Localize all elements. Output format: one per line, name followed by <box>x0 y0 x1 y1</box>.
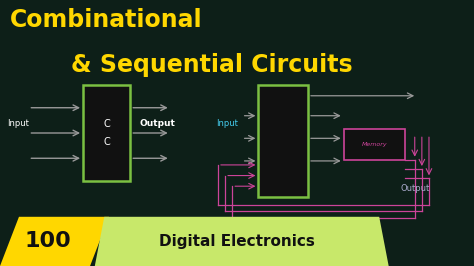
Polygon shape <box>95 217 389 266</box>
Text: Input: Input <box>7 119 29 128</box>
Text: C
C: C C <box>103 119 110 147</box>
Text: Output: Output <box>140 119 176 128</box>
Text: Input: Input <box>216 119 237 128</box>
Text: Output: Output <box>400 184 429 193</box>
Bar <box>83 85 130 181</box>
Polygon shape <box>0 217 109 266</box>
Bar <box>258 85 308 197</box>
Text: Digital Electronics: Digital Electronics <box>159 234 315 249</box>
Text: 100: 100 <box>24 231 71 251</box>
Text: & Sequential Circuits: & Sequential Circuits <box>71 53 353 77</box>
Text: Memory: Memory <box>362 142 387 147</box>
Text: Combinational: Combinational <box>9 8 202 32</box>
Bar <box>344 129 405 160</box>
